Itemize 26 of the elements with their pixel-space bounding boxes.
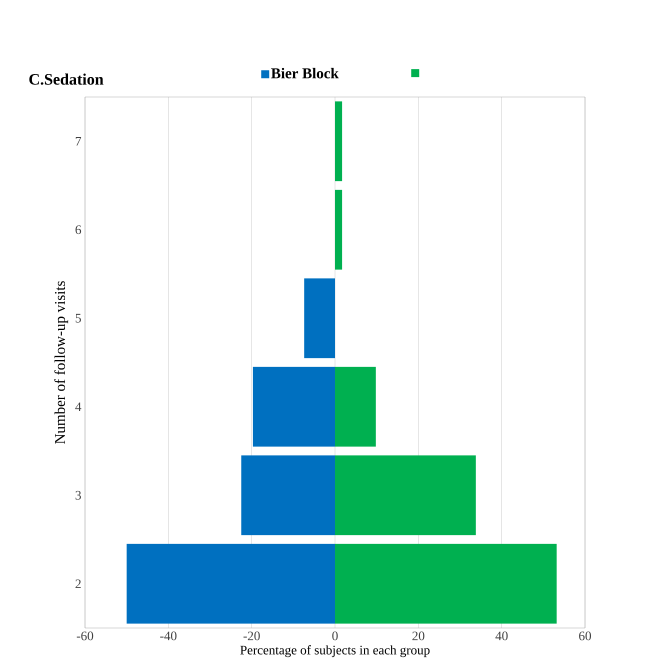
- y-axis-title: Number of follow-up visits: [54, 281, 68, 444]
- bar: [304, 278, 336, 358]
- y-tick-label: 2: [76, 579, 81, 588]
- bar: [241, 455, 336, 536]
- y-tick-label: 3: [76, 490, 81, 500]
- y-tick-label: 4: [75, 402, 82, 412]
- y-tick-label: 6: [76, 225, 82, 234]
- bar: [335, 101, 342, 182]
- y-tick-label: 7: [76, 136, 82, 146]
- x-axis-title: Percentage of subjects in each group: [240, 645, 430, 658]
- x-tick-label: 20: [412, 632, 424, 640]
- legend-label: Bier Block: [271, 68, 339, 78]
- y-tick-label: 5: [76, 314, 81, 323]
- bar: [335, 366, 376, 447]
- chart-title: C.Sedation: [29, 73, 104, 85]
- bar: [126, 544, 336, 624]
- bar: [335, 455, 476, 536]
- x-tick-label: 0: [332, 632, 338, 640]
- bar: [335, 544, 557, 624]
- x-tick-label: 60: [579, 632, 592, 640]
- x-tick-label: -60: [76, 632, 94, 640]
- bar: [252, 366, 336, 447]
- bar: [335, 190, 342, 270]
- x-tick-label: -40: [160, 632, 177, 640]
- x-tick-label: -20: [243, 632, 260, 640]
- x-tick-label: 40: [495, 632, 508, 640]
